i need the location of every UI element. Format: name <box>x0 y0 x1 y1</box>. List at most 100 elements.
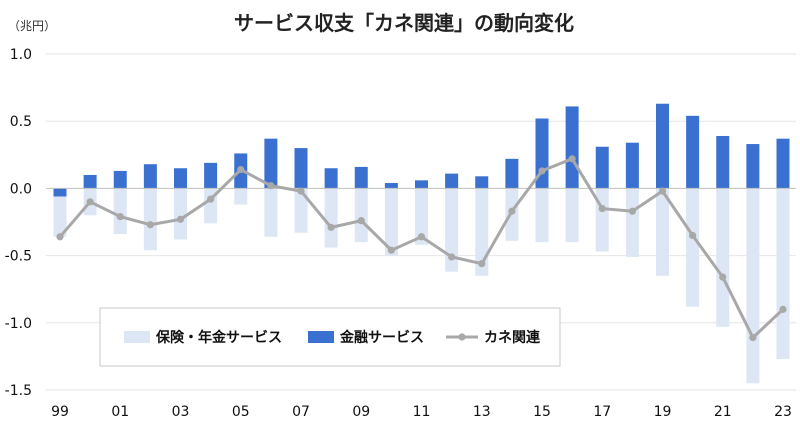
bar-insurance <box>716 188 730 327</box>
bar-insurance <box>445 188 459 272</box>
x-tick-label: 11 <box>413 404 431 420</box>
bar-finance <box>656 103 669 189</box>
y-tick-label: -1.5 <box>5 383 32 399</box>
bar-finance <box>83 174 97 189</box>
bar-insurance <box>234 188 248 205</box>
bar-finance <box>354 166 368 189</box>
bar-insurance <box>113 188 127 235</box>
legend-swatch-insurance <box>124 331 150 343</box>
legend-label-insurance: 保険・年金サービス <box>155 329 282 346</box>
bar-insurance <box>625 188 639 257</box>
point-money <box>478 260 486 268</box>
point-money <box>628 207 636 215</box>
bar-finance <box>716 135 730 189</box>
point-money <box>598 204 606 213</box>
bar-finance <box>384 183 398 189</box>
x-tick-label: 01 <box>111 404 129 420</box>
bar-finance <box>324 168 338 189</box>
y-tick-label: 0.0 <box>10 181 32 197</box>
chart-title: サービス収支「カネ関連」の動向変化 <box>234 11 574 35</box>
bar-insurance <box>324 188 338 248</box>
bar-finance <box>53 188 67 197</box>
x-tick-label: 07 <box>292 404 310 420</box>
bar-finance <box>505 158 519 189</box>
bar-insurance <box>535 188 549 243</box>
bar-insurance <box>475 188 489 276</box>
bar-finance <box>746 144 760 189</box>
bar-finance <box>445 173 459 189</box>
point-money <box>719 273 727 281</box>
bar-insurance <box>415 188 428 245</box>
bar-finance <box>595 146 609 189</box>
point-money <box>267 182 275 190</box>
y-axis: 1.0 0.5 0.0 -0.5 -1.0 -1.5 <box>5 47 32 399</box>
bar-insurance <box>384 188 398 256</box>
bar-finance <box>174 168 187 189</box>
point-money <box>237 165 245 174</box>
point-money <box>86 198 94 206</box>
point-money <box>448 253 456 261</box>
y-tick-label: 1.0 <box>10 47 32 63</box>
point-money <box>689 231 697 240</box>
bar-insurance <box>656 188 669 276</box>
legend: 保険・年金サービス 金融サービス カネ関連 <box>99 307 561 367</box>
x-tick-label: 13 <box>473 404 491 420</box>
point-money <box>658 187 667 195</box>
bar-finance <box>565 106 579 189</box>
y-tick-label: -0.5 <box>5 249 32 265</box>
bar-finance <box>776 138 790 189</box>
point-money <box>297 187 305 195</box>
point-money <box>116 213 124 221</box>
bar-finance <box>113 170 127 189</box>
bar-finance <box>264 138 278 189</box>
bar-insurance <box>174 188 187 240</box>
y-tick-label: 0.5 <box>10 114 32 130</box>
bar-finance <box>625 142 639 189</box>
bar-insurance <box>746 188 760 384</box>
point-money <box>749 333 757 342</box>
legend-label-finance: 金融サービス <box>339 329 424 346</box>
bar-insurance <box>143 188 157 251</box>
x-tick-label: 99 <box>51 404 69 420</box>
bar-insurance <box>264 188 278 237</box>
bar-finance <box>143 164 157 189</box>
point-money <box>327 223 335 231</box>
point-money <box>538 167 546 175</box>
money-line-series <box>56 155 787 342</box>
bar-finance <box>294 148 308 189</box>
point-money <box>779 305 787 313</box>
bar-insurance <box>565 188 579 243</box>
x-tick-label: 03 <box>172 404 190 420</box>
bar-insurance <box>686 188 700 307</box>
point-money <box>508 207 516 215</box>
unit-label: （兆円） <box>8 19 56 33</box>
point-money <box>357 217 365 225</box>
point-money <box>56 233 64 241</box>
bar-insurance <box>53 188 67 237</box>
legend-label-money: カネ関連 <box>484 329 541 346</box>
point-money <box>568 155 576 163</box>
bar-finance <box>204 162 218 189</box>
bar-insurance <box>354 188 368 243</box>
point-money <box>417 233 426 241</box>
bar-finance <box>686 115 700 189</box>
x-tick-label: 09 <box>352 404 370 420</box>
x-tick-label: 15 <box>533 404 551 420</box>
point-money <box>207 195 215 203</box>
x-tick-label: 21 <box>714 404 732 420</box>
bar-finance <box>415 180 428 189</box>
x-tick-label: 19 <box>654 404 672 420</box>
point-money <box>146 221 154 229</box>
finance-bars <box>53 103 790 197</box>
bar-insurance <box>294 188 308 233</box>
x-tick-label: 05 <box>232 404 250 420</box>
x-tick-label: 17 <box>593 404 611 420</box>
x-axis: 99 01 03 05 07 09 11 13 15 17 19 21 23 <box>51 404 792 420</box>
bar-insurance <box>595 188 609 252</box>
y-tick-label: -1.0 <box>5 316 32 332</box>
bar-insurance <box>776 188 790 360</box>
x-tick-label: 23 <box>774 404 792 420</box>
legend-swatch-finance <box>308 331 334 343</box>
point-money <box>176 215 185 223</box>
